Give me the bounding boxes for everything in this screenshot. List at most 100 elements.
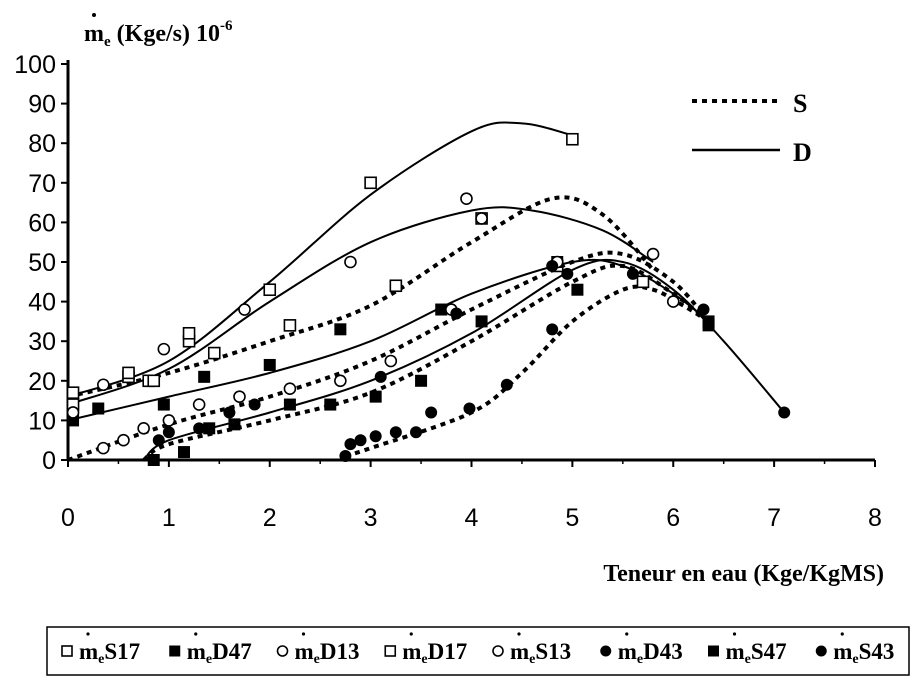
point-d47 xyxy=(157,398,170,411)
point-s47 xyxy=(571,283,584,296)
y-tick-label: 50 xyxy=(28,249,56,277)
legend-dot-accent xyxy=(840,632,844,636)
point-s43 xyxy=(344,438,357,451)
point-d17 xyxy=(66,386,80,399)
point-s47 xyxy=(324,398,337,411)
point-s47 xyxy=(203,422,216,435)
point-s13 xyxy=(283,382,297,396)
x-tick-label: 4 xyxy=(465,504,479,532)
x-tick-label: 0 xyxy=(61,504,75,532)
point-d43 xyxy=(162,426,175,439)
data-points xyxy=(66,132,791,466)
point-d43 xyxy=(223,406,236,419)
legend-dot-accent xyxy=(732,632,737,636)
y-axis-label-exponent: -6 xyxy=(220,18,233,34)
y-axis-label-subscript: e xyxy=(104,34,111,50)
series-legend: meS17 meD47 meD13 meD17 meS13 meD43 meS47 meS43 xyxy=(46,626,910,676)
point-s47 xyxy=(228,418,241,431)
legend-dot-accent xyxy=(86,632,90,636)
x-axis-label: Teneur en eau (Kge/KgMS) xyxy=(603,561,884,587)
point-s17 xyxy=(207,346,221,360)
point-d47 xyxy=(263,358,276,371)
legend-label-d47: meD47 xyxy=(187,639,252,667)
legend-label-s13: meS13 xyxy=(510,639,571,667)
x-tick-labels: 0 1 2 3 4 5 6 7 8 xyxy=(61,504,882,532)
point-s13 xyxy=(117,433,130,447)
legend-s-label: S xyxy=(793,89,807,118)
legend-marker-s43 xyxy=(815,645,827,657)
point-d43 xyxy=(248,398,261,411)
point-s17 xyxy=(636,275,650,289)
point-s13 xyxy=(334,374,347,388)
point-s13 xyxy=(97,441,110,455)
point-s13 xyxy=(233,390,246,403)
point-d43 xyxy=(697,303,710,316)
point-d43 xyxy=(778,406,791,419)
line-style-legend: S D xyxy=(692,89,812,167)
y-tick-label: 60 xyxy=(28,209,56,237)
point-s43 xyxy=(339,450,352,463)
legend-marker-d43 xyxy=(600,645,612,657)
fit-curve-s13 xyxy=(67,250,711,462)
point-s13 xyxy=(192,398,206,411)
point-s17 xyxy=(283,319,297,332)
point-d17 xyxy=(364,176,377,190)
point-d47 xyxy=(334,323,347,336)
point-d13 xyxy=(66,406,80,419)
legend-dot-accent xyxy=(625,632,629,636)
legend-marker-d47 xyxy=(169,645,181,657)
y-tick-label: 20 xyxy=(28,368,56,396)
point-d13 xyxy=(475,212,488,225)
point-d17 xyxy=(147,374,161,388)
legend-label-d43: meD43 xyxy=(618,639,683,667)
point-s47 xyxy=(475,315,488,328)
x-tick-label: 3 xyxy=(364,504,378,532)
legend-marker-s47 xyxy=(708,645,719,657)
legend-marker-d13 xyxy=(276,645,289,657)
legend-label-s43: meS43 xyxy=(833,639,894,667)
point-s17 xyxy=(389,279,403,293)
x-tick-label: 5 xyxy=(565,504,579,532)
legend-label-s17: meS17 xyxy=(79,639,140,667)
legend-marker-s13 xyxy=(492,645,504,657)
legend-dot-accent xyxy=(194,632,198,636)
y-axis-label: me (Kge/s) 10-6 xyxy=(84,13,233,50)
point-s13 xyxy=(137,422,150,435)
legend-marker-d17 xyxy=(384,645,397,657)
y-tick-label: 40 xyxy=(28,289,56,317)
fit-curve-s17 xyxy=(67,195,655,399)
point-s47 xyxy=(147,454,160,466)
svg-text:me (Kge/s) 10-6: me (Kge/s) 10-6 xyxy=(84,18,233,50)
point-d47 xyxy=(198,370,211,383)
point-d17 xyxy=(182,326,196,340)
point-d13 xyxy=(344,255,357,269)
point-d43 xyxy=(193,422,206,435)
point-d13 xyxy=(238,303,251,316)
point-d43 xyxy=(152,434,165,447)
point-s47 xyxy=(702,319,715,332)
x-tick-label: 1 xyxy=(162,504,176,532)
y-tick-label: 100 xyxy=(14,51,56,79)
x-tick-label: 7 xyxy=(767,504,781,532)
point-s43 xyxy=(354,434,367,447)
point-s47 xyxy=(178,446,191,459)
point-s13 xyxy=(384,354,398,368)
point-s13 xyxy=(666,295,680,308)
point-s43 xyxy=(463,402,476,415)
point-s43 xyxy=(546,323,559,336)
legend-marker-s17 xyxy=(61,645,73,657)
point-s43 xyxy=(369,430,382,443)
y-tick-label: 90 xyxy=(28,91,56,119)
point-s43 xyxy=(425,406,438,419)
point-d17 xyxy=(566,132,579,146)
legend-d-label: D xyxy=(793,138,812,167)
point-d43 xyxy=(450,307,463,320)
legend-dot-accent xyxy=(301,632,306,636)
series-legend-box xyxy=(46,626,910,676)
y-tick-label: 80 xyxy=(28,130,56,158)
point-s43 xyxy=(561,267,574,280)
legend-label-d13: meD13 xyxy=(295,639,360,667)
point-d13 xyxy=(97,378,110,392)
x-tick-label: 2 xyxy=(263,504,277,532)
